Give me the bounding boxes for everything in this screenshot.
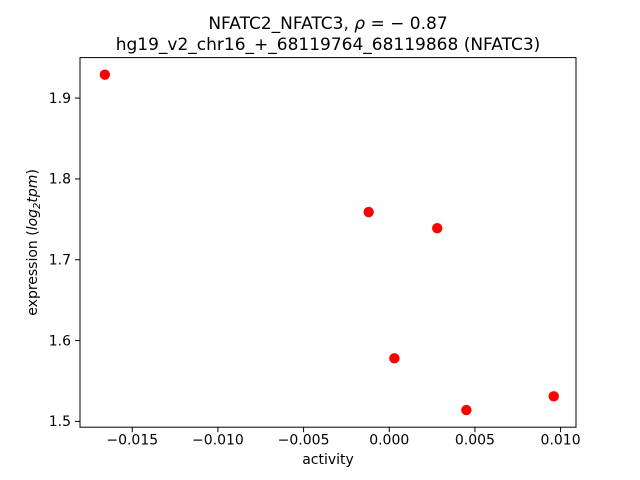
- data-point: [461, 404, 472, 416]
- title-rho-value: = − 0.87: [365, 14, 448, 34]
- ylabel-prefix: expression (: [25, 230, 41, 315]
- y-tick-label: 1.5: [49, 414, 71, 430]
- ylabel-log-subscript: 2: [32, 203, 43, 209]
- y-tick-label: 1.6: [49, 333, 71, 349]
- y-tick-label: 1.9: [49, 91, 71, 107]
- y-axis-label: expression (log2tpm): [25, 169, 43, 316]
- x-tick-label: −0.010: [192, 433, 244, 449]
- y-tick-label: 1.8: [49, 172, 71, 188]
- title-gene-pair: NFATC2_NFATC3,: [208, 14, 354, 34]
- x-tick-label: 0.005: [455, 433, 495, 449]
- data-point: [548, 391, 559, 402]
- plot-title-line2: hg19_v2_chr16_+_68119764_68119868 (NFATC…: [116, 35, 541, 55]
- x-tick-label: −0.005: [278, 433, 330, 449]
- x-axis: −0.015 −0.010 −0.005 0.000 0.005 0.010: [106, 427, 581, 449]
- plot-title-line1: NFATC2_NFATC3, ρ = − 0.87: [208, 14, 447, 34]
- y-axis: 1.5 1.6 1.7 1.8 1.9: [49, 91, 80, 430]
- data-point: [432, 223, 443, 234]
- axes-frame: [79, 57, 577, 428]
- scatter-points: [99, 69, 559, 416]
- y-tick-label: 1.7: [49, 253, 71, 269]
- ylabel-tpm: tpm: [25, 175, 41, 203]
- ylabel-suffix: ): [25, 169, 41, 174]
- data-point: [363, 206, 374, 218]
- ylabel-log: log: [25, 209, 41, 230]
- x-tick-label: 0.000: [369, 433, 409, 449]
- plot-area: [79, 57, 577, 428]
- rho-symbol: ρ: [354, 14, 365, 34]
- data-point: [389, 353, 400, 364]
- x-axis-label: activity: [302, 452, 354, 468]
- data-point: [99, 69, 111, 80]
- x-tick-label: 0.010: [541, 433, 581, 449]
- x-tick-label: −0.015: [106, 433, 158, 449]
